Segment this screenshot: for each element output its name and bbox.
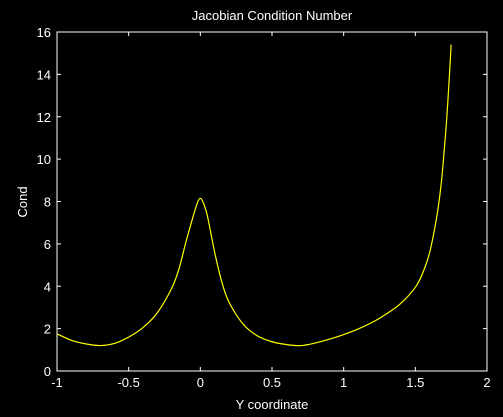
y-tick-label: 10 bbox=[37, 152, 51, 167]
y-tick-label: 2 bbox=[44, 322, 51, 337]
y-axis: 0 2 4 6 8 10 12 14 16 bbox=[37, 25, 487, 379]
x-tick-label: 0.5 bbox=[263, 375, 281, 390]
x-axis: -1 -0.5 0 0.5 1 1.5 2 bbox=[51, 32, 491, 390]
x-tick-label: 0 bbox=[197, 375, 204, 390]
y-tick-label: 8 bbox=[44, 195, 51, 210]
x-tick-label: 2 bbox=[483, 375, 490, 390]
y-axis-label: Cond bbox=[15, 186, 30, 217]
chart-title: Jacobian Condition Number bbox=[192, 8, 353, 23]
y-tick-label: 0 bbox=[44, 364, 51, 379]
x-axis-label: Y coordinate bbox=[236, 397, 309, 412]
x-tick-label: 1.5 bbox=[406, 375, 424, 390]
series-layer bbox=[56, 44, 452, 347]
y-tick-label: 6 bbox=[44, 237, 51, 252]
y-tick-label: 12 bbox=[37, 110, 51, 125]
x-tick-label: 1 bbox=[340, 375, 347, 390]
x-tick-label: -0.5 bbox=[117, 375, 139, 390]
series-line bbox=[56, 44, 452, 347]
y-tick-label: 16 bbox=[37, 25, 51, 40]
y-tick-label: 4 bbox=[44, 279, 51, 294]
y-tick-label: 14 bbox=[37, 67, 51, 82]
x-tick-label: -1 bbox=[51, 375, 63, 390]
